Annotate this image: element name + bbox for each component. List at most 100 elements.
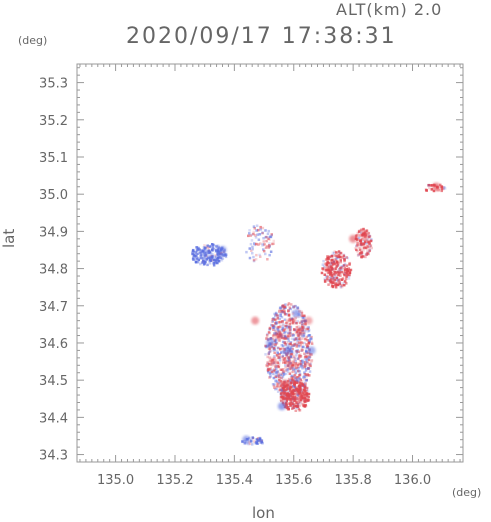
echo-pixel — [294, 371, 298, 375]
echo-pixel — [279, 312, 282, 315]
echo-pixel — [333, 278, 336, 282]
echo-pixel — [298, 338, 302, 342]
echo-pixel — [366, 244, 369, 248]
echo-pixel — [288, 389, 292, 393]
echo-pixel — [270, 323, 273, 327]
echo-pixel — [275, 364, 278, 367]
echo-pixel — [328, 255, 331, 259]
echo-pixel — [369, 244, 373, 247]
echo-pixel — [195, 257, 198, 260]
echo-pixel — [273, 351, 276, 355]
echo-pixel — [298, 409, 302, 412]
echo-pixel — [304, 373, 308, 376]
echo-pixel — [269, 235, 273, 239]
echo-pixel — [346, 269, 349, 272]
echo-pixel — [341, 285, 344, 289]
echo-pixel — [293, 373, 297, 377]
echo-pixel — [309, 337, 312, 341]
echo-pixel — [326, 277, 329, 281]
echo-pixel — [284, 359, 288, 363]
echo-pixel — [214, 260, 217, 263]
echo-pixel — [366, 245, 370, 248]
data-cell — [277, 402, 286, 411]
echo-pixel — [440, 187, 444, 191]
echo-pixel — [323, 277, 326, 281]
echo-pixel — [262, 237, 265, 240]
echo-pixel — [339, 258, 342, 261]
echo-pixel — [425, 189, 428, 192]
echo-pixel — [305, 360, 309, 364]
echo-pixel — [283, 334, 287, 338]
echo-pixel — [295, 379, 298, 383]
echo-pixel — [276, 326, 280, 329]
echo-pixel — [273, 340, 277, 344]
echo-pixel — [295, 325, 299, 329]
echo-pixel — [281, 340, 285, 344]
echo-pixel — [272, 328, 275, 331]
echo-pixel — [282, 361, 285, 364]
echo-pixel — [222, 254, 225, 257]
echo-pixel — [366, 251, 369, 255]
echo-pixel — [273, 312, 276, 316]
echo-pixel — [276, 390, 280, 393]
echo-pixel — [303, 352, 306, 355]
echo-pixel — [303, 325, 306, 328]
echo-pixel — [296, 389, 299, 393]
echo-pixel — [309, 362, 313, 366]
echo-pixel — [288, 387, 292, 391]
echo-pixel — [257, 243, 260, 246]
echo-pixel — [250, 440, 253, 443]
echo-pixel — [261, 231, 264, 234]
echo-pixel — [287, 309, 290, 312]
echo-pixel — [335, 276, 339, 280]
echo-pixel — [211, 246, 215, 249]
echo-pixel — [296, 363, 300, 367]
echo-pixel — [291, 310, 294, 314]
echo-pixel — [330, 278, 333, 281]
echo-pixel — [212, 258, 216, 261]
echo-pixel — [288, 358, 291, 362]
echo-pixel — [282, 307, 286, 311]
echo-pixel — [297, 389, 300, 393]
echo-pixel — [310, 341, 314, 344]
echo-pixel — [289, 385, 292, 388]
echo-pixel — [329, 273, 332, 276]
echo-pixel — [251, 443, 254, 446]
echo-pixel — [299, 344, 302, 347]
echo-pixel — [203, 244, 206, 247]
echo-pixel — [282, 304, 285, 307]
echo-pixel — [197, 256, 201, 260]
echo-pixel — [277, 373, 281, 376]
y-tick-label: 34.3 — [39, 449, 68, 464]
echo-pixel — [251, 252, 254, 255]
echo-pixel — [273, 370, 276, 373]
echo-pixel — [291, 375, 294, 379]
echo-pixel — [272, 369, 275, 373]
echo-pixel — [284, 366, 287, 369]
echo-pixel — [304, 362, 307, 366]
echo-pixel — [266, 361, 269, 364]
echo-pixel — [273, 332, 276, 336]
echo-pixel — [279, 320, 282, 324]
echo-pixel — [340, 268, 343, 272]
echo-pixel — [296, 403, 300, 407]
echo-pixel — [306, 351, 310, 355]
data-cell — [280, 379, 289, 388]
echo-pixel — [302, 374, 306, 377]
echo-pixel — [268, 376, 271, 379]
data-cell — [304, 316, 313, 325]
echo-pixel — [293, 402, 297, 405]
echo-pixel — [298, 398, 301, 401]
echo-pixel — [289, 307, 292, 311]
echo-pixel — [267, 246, 270, 249]
echo-pixel — [280, 310, 283, 314]
echo-pixel — [367, 247, 371, 250]
echo-pixel — [254, 236, 258, 239]
echo-pixel — [430, 188, 434, 191]
echo-pixel — [292, 388, 295, 392]
echo-pixel — [297, 398, 301, 402]
echo-pixel — [288, 323, 292, 326]
echo-pixel — [257, 228, 260, 232]
echo-pixel — [290, 334, 293, 337]
